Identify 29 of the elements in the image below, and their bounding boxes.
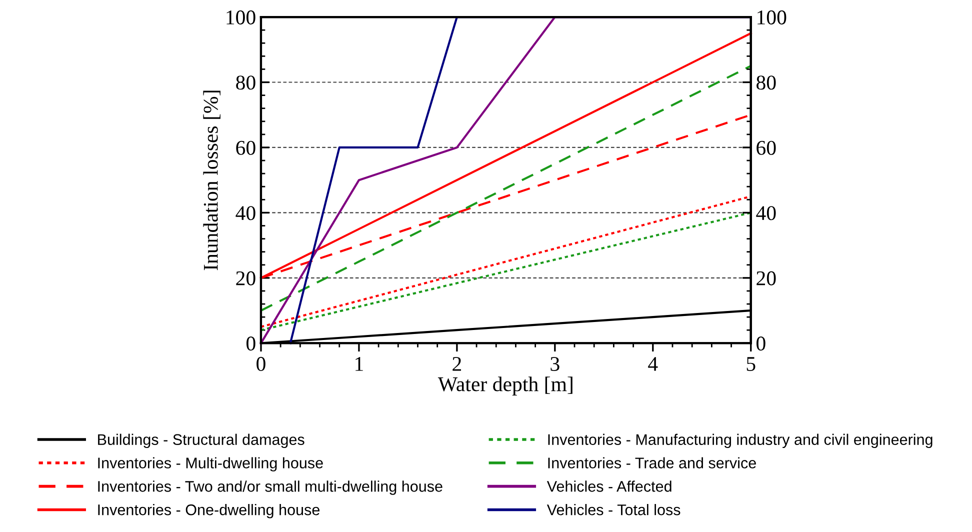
y-axis-title: Inundation losses [%] [203,90,220,270]
y-tick-label: 40 [236,206,256,220]
y2-tick-label: 80 [756,76,776,90]
legend-label: Vehicles - Affected [546,480,672,492]
y-tick-label: 60 [236,140,256,155]
y2-tick-label: 20 [756,271,776,286]
x-tick-label: 0 [256,356,266,371]
x-tick-label: 3 [550,356,560,371]
legend-label: Buildings - Structural damages [98,434,304,448]
y-tick-label: 80 [236,76,256,90]
legend-label: Vehicles - Total loss [546,504,680,516]
legend-label: Inventories - Trade and service [548,457,756,468]
legend-label: Inventories - Manufacturing industry and civil engineering [548,434,932,448]
legend-label: Inventories - Two and/or small multi-dwelling house [98,480,442,495]
x-tick-label: 2 [452,356,461,371]
x-tick-label: 4 [648,357,658,371]
line-series [260,64,752,312]
legend-label: Inventories - One-dwelling house [98,504,320,518]
y2-tick-label: 40 [756,206,776,220]
legend-label: Inventories - Multi-dwelling house [98,457,323,472]
y2-tick-label: 60 [756,140,776,155]
x-tick-label: 1 [356,357,363,371]
y2-tick-label: 100 [758,10,786,24]
x-tick-label: 5 [746,357,756,371]
y2-tick-label: 0 [756,336,766,351]
y-tick-label: 100 [226,10,256,24]
y-tick-label: 0 [246,336,256,351]
y-tick-label: 20 [236,271,256,286]
x-axis-title: Water depth [m] [438,376,572,396]
